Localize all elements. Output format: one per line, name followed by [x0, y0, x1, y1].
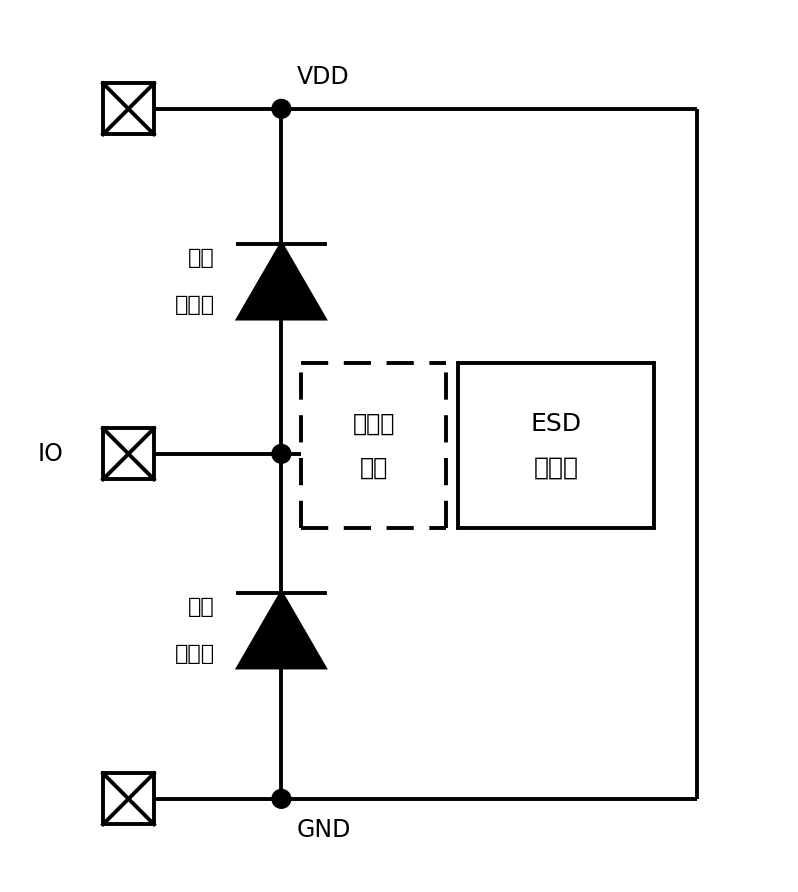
- Circle shape: [272, 444, 290, 463]
- Text: 待保护: 待保护: [353, 411, 395, 435]
- Circle shape: [272, 789, 290, 808]
- Text: 二极管: 二极管: [175, 644, 215, 664]
- Text: VDD: VDD: [297, 65, 350, 89]
- Text: 高端: 高端: [188, 248, 215, 268]
- Circle shape: [272, 99, 290, 119]
- Text: ESD: ESD: [530, 411, 582, 435]
- Polygon shape: [239, 593, 325, 667]
- Text: GND: GND: [297, 819, 351, 842]
- Text: 电路: 电路: [359, 456, 388, 480]
- Text: 二极管: 二极管: [175, 295, 215, 315]
- Text: IO: IO: [38, 442, 64, 466]
- Text: 主通路: 主通路: [533, 456, 579, 480]
- Text: 低端: 低端: [188, 597, 215, 616]
- Bar: [458, 363, 654, 528]
- Polygon shape: [239, 244, 325, 318]
